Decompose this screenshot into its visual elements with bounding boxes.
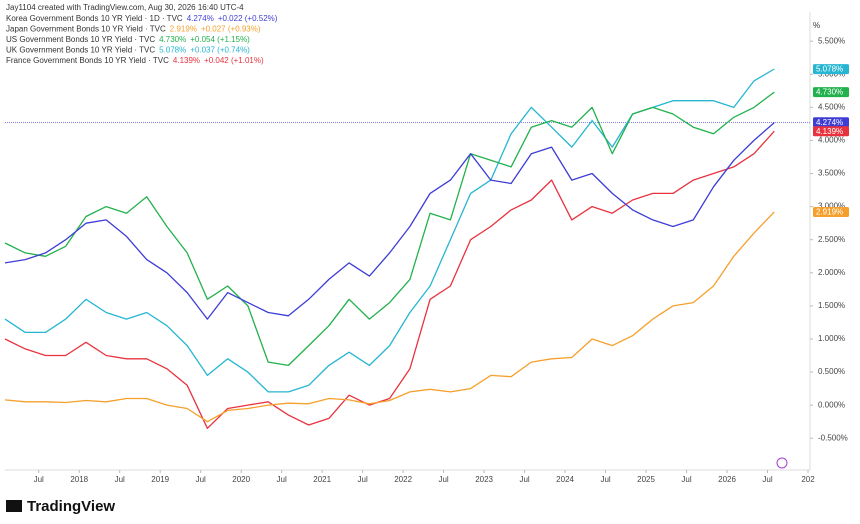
last-value-label: 2.919% — [816, 208, 843, 217]
x-tick-label: 2024 — [556, 475, 574, 484]
legend-change: +0.027 (+0.93%) — [201, 25, 261, 34]
last-value-label: 4.139% — [816, 127, 843, 136]
series-line — [4, 122, 775, 320]
legend-change: +0.042 (+1.01%) — [204, 56, 264, 65]
legend-value: 4.730% — [159, 35, 186, 44]
y-tick-label: 2.000% — [818, 268, 845, 277]
y-tick-label: 5.500% — [818, 36, 845, 45]
y-axis-label: % — [813, 21, 820, 30]
legend-name: Japan Government Bonds 10 YR Yield · TVC — [6, 25, 166, 34]
legend-change: +0.037 (+0.74%) — [190, 46, 250, 55]
x-tick-label: Jul — [762, 475, 772, 484]
series-line — [4, 130, 775, 429]
legend-value: 2.919% — [170, 25, 197, 34]
legend-name: UK Government Bonds 10 YR Yield · TVC — [6, 46, 155, 55]
legend-name: Korea Government Bonds 10 YR Yield · 1D … — [6, 14, 183, 23]
logo-icon — [6, 500, 22, 512]
legend-entry: UK Government Bonds 10 YR Yield · TVC 5.0… — [6, 46, 250, 55]
legend-entry: US Government Bonds 10 YR Yield · TVC 4.7… — [6, 35, 250, 44]
legend-change: +0.054 (+1.15%) — [190, 35, 250, 44]
x-tick-label: Jul — [519, 475, 529, 484]
x-tick-label: Jul — [34, 475, 44, 484]
x-tick-label: 2026 — [718, 475, 736, 484]
last-value-label: 4.730% — [816, 88, 843, 97]
x-tick-label: Jul — [277, 475, 287, 484]
y-tick-label: 3.000% — [818, 202, 845, 211]
x-tick-label: Jul — [358, 475, 368, 484]
last-value-box — [813, 117, 849, 128]
x-tick-label: 2020 — [232, 475, 250, 484]
legend-entry: Japan Government Bonds 10 YR Yield · TVC… — [6, 25, 261, 34]
series-line — [4, 91, 775, 367]
x-tick-label: 2021 — [313, 475, 331, 484]
attribution: Jay1104 created with TradingView.com, Au… — [6, 3, 244, 12]
logo: TradingView — [27, 498, 115, 515]
legend-value: 4.274% — [187, 14, 214, 23]
last-value-box — [813, 126, 849, 137]
y-tick-label: -0.500% — [818, 433, 848, 442]
legend-value: 5.078% — [159, 46, 186, 55]
legend-entry: France Government Bonds 10 YR Yield · TV… — [6, 56, 264, 65]
last-value-label: 4.274% — [816, 118, 843, 127]
legend-change: +0.022 (+0.52%) — [218, 14, 278, 23]
series-line — [4, 68, 775, 393]
y-tick-label: 4.000% — [818, 136, 845, 145]
x-tick-label: 2025 — [637, 475, 655, 484]
y-tick-label: 3.500% — [818, 169, 845, 178]
legend-name: US Government Bonds 10 YR Yield · TVC — [6, 35, 155, 44]
x-tick-label: 202 — [801, 475, 815, 484]
legend-entry: Korea Government Bonds 10 YR Yield · 1D … — [6, 14, 278, 23]
last-value-box — [813, 206, 849, 217]
y-tick-label: 4.500% — [818, 102, 845, 111]
last-value-label: 5.078% — [816, 65, 843, 74]
x-tick-label: Jul — [438, 475, 448, 484]
x-tick-label: Jul — [600, 475, 610, 484]
y-tick-label: 2.500% — [818, 235, 845, 244]
last-value-box — [813, 64, 849, 75]
x-tick-label: 2022 — [394, 475, 412, 484]
y-tick-label: 1.000% — [818, 334, 845, 343]
x-tick-label: 2018 — [70, 475, 88, 484]
legend-value: 4.139% — [173, 56, 200, 65]
series-line — [4, 211, 775, 423]
x-tick-label: Jul — [196, 475, 206, 484]
last-value-box — [813, 87, 849, 98]
x-tick-label: Jul — [115, 475, 125, 484]
x-tick-label: 2019 — [151, 475, 169, 484]
event-icon — [776, 457, 788, 469]
legend-name: France Government Bonds 10 YR Yield · TV… — [6, 56, 169, 65]
x-tick-label: 2023 — [475, 475, 493, 484]
x-tick-label: Jul — [681, 475, 691, 484]
y-tick-label: 1.500% — [818, 301, 845, 310]
y-tick-label: 0.000% — [818, 400, 845, 409]
y-tick-label: 0.500% — [818, 367, 845, 376]
